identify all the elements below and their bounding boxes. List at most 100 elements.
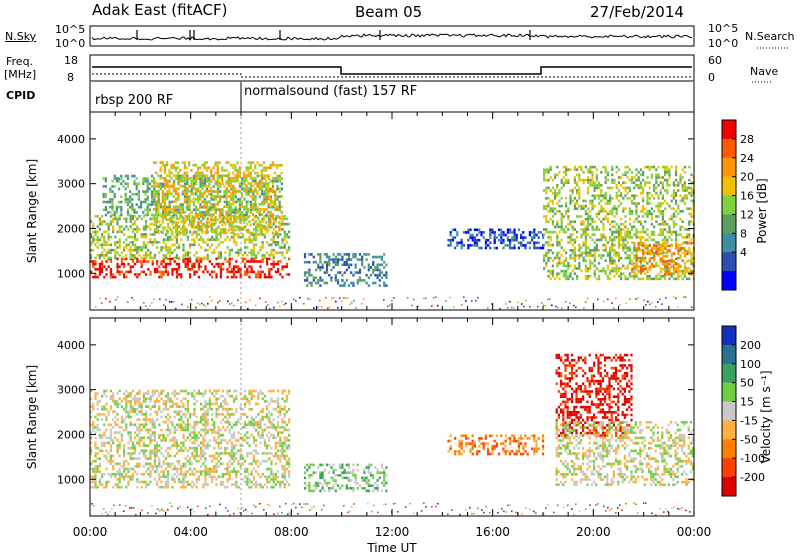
velocity-echo-cell: [96, 407, 99, 411]
power-echo-cell: [606, 277, 609, 281]
power-echo-cell: [151, 179, 154, 183]
velocity-echo-cell: [127, 462, 130, 466]
power-echo-cell: [140, 270, 143, 274]
power-echo-cell: [123, 217, 126, 221]
power-echo-cell: [162, 260, 165, 263]
velocity-echo-cell: [147, 472, 150, 476]
power-echo-cell: [569, 199, 572, 203]
power-echo-cell: [624, 267, 627, 270]
velocity-echo-cell: [147, 462, 150, 466]
power-echo-cell: [666, 189, 669, 192]
velocity-echo-cell: [98, 465, 101, 468]
velocity-echo-cell: [164, 415, 167, 419]
power-echo-cell: [560, 246, 563, 249]
power-echo-cell: [367, 276, 370, 280]
power-echo-cell: [513, 246, 516, 250]
power-echo-cell: [633, 270, 636, 274]
power-echo-cell: [195, 192, 198, 196]
power-echo-cell: [653, 238, 656, 242]
power-colorbar-swatch: [722, 214, 736, 234]
power-echo-cell: [138, 260, 141, 263]
power-echo-cell: [659, 189, 662, 192]
power-echo-cell: [617, 256, 620, 260]
velocity-echo-cell: [145, 449, 148, 453]
power-echo-cell: [573, 246, 576, 249]
velocity-echo-cell: [94, 392, 97, 395]
velocity-echo-cell: [169, 465, 172, 468]
power-echo-cell: [168, 174, 171, 178]
power-echo-cell: [233, 273, 236, 276]
power-echo-cell: [109, 215, 112, 218]
power-echo-cell: [157, 192, 160, 196]
power-echo-cell: [661, 247, 665, 250]
power-echo-cell: [256, 171, 259, 175]
power-echo-cell: [681, 186, 684, 190]
power-echo-cell: [172, 163, 175, 167]
power-echo-cell: [655, 252, 658, 255]
power-echo-cell: [317, 266, 320, 269]
power-echo-cell: [207, 213, 211, 216]
power-echo-cell: [545, 241, 548, 244]
power-echo-cell: [688, 270, 691, 274]
power-echo-cell: [201, 192, 204, 196]
power-echo-cell: [569, 275, 572, 278]
power-echo-cell: [639, 256, 642, 260]
power-echo-cell: [219, 262, 222, 266]
power-echo-cell: [683, 202, 686, 205]
power-echo-cell: [261, 246, 264, 249]
power-echo-cell: [210, 208, 213, 212]
power-echo-cell: [107, 222, 110, 226]
power-echo-cell: [328, 260, 331, 264]
power-echo-cell: [235, 275, 238, 279]
velocity-echo-cell: [118, 441, 121, 445]
power-echo-cell: [240, 202, 244, 206]
power-echo-cell: [265, 195, 268, 199]
power-echo-cell: [234, 192, 237, 196]
power-echo-cell: [642, 264, 645, 268]
power-echo-cell: [476, 241, 479, 245]
power-echo-cell: [325, 268, 329, 272]
power-echo-cell: [276, 205, 279, 209]
power-echo-cell: [545, 264, 548, 268]
power-echo-cell: [192, 215, 195, 219]
power-echo-cell: [170, 163, 173, 167]
power-echo-cell: [584, 233, 587, 236]
power-echo-cell: [92, 241, 95, 244]
power-echo-cell: [232, 221, 235, 224]
power-echo-cell: [576, 275, 579, 278]
power-echo-cell: [655, 181, 658, 184]
power-echo-cell: [288, 257, 291, 261]
velocity-echo-cell: [103, 423, 106, 427]
power-echo-cell: [241, 228, 244, 231]
power-echo-cell: [163, 195, 167, 198]
power-echo-cell: [90, 256, 93, 260]
power-colorbar-swatch: [722, 120, 736, 140]
velocity-echo-cell: [167, 465, 170, 468]
power-echo-cell: [163, 200, 167, 203]
power-echo-cell: [688, 223, 691, 226]
power-echo-cell: [199, 203, 202, 206]
power-echo-cell: [569, 189, 572, 192]
power-echo-cell: [184, 230, 187, 234]
power-echo-cell: [675, 233, 678, 236]
power-echo-cell: [615, 264, 618, 268]
power-echo-cell: [206, 270, 209, 274]
power-echo-cell: [254, 200, 257, 203]
power-echo-cell: [115, 211, 118, 214]
power-echo-cell: [179, 231, 182, 235]
velocity-echo-cell: [125, 402, 128, 406]
velocity-echo-cell: [149, 480, 152, 484]
power-echo-cell: [234, 169, 237, 172]
power-echo-cell: [274, 233, 277, 236]
power-echo-cell: [243, 205, 246, 209]
power-echo-cell: [545, 217, 548, 221]
power-echo-cell: [182, 248, 185, 252]
power-echo-cell: [487, 244, 490, 247]
power-echo-cell: [334, 263, 337, 267]
power-echo-cell: [276, 174, 279, 178]
power-echo-cell: [675, 215, 678, 218]
power-echo-cell: [664, 277, 667, 281]
power-echo-cell: [626, 165, 629, 169]
velocity-echo-cell: [116, 405, 119, 408]
power-echo-cell: [118, 254, 121, 257]
